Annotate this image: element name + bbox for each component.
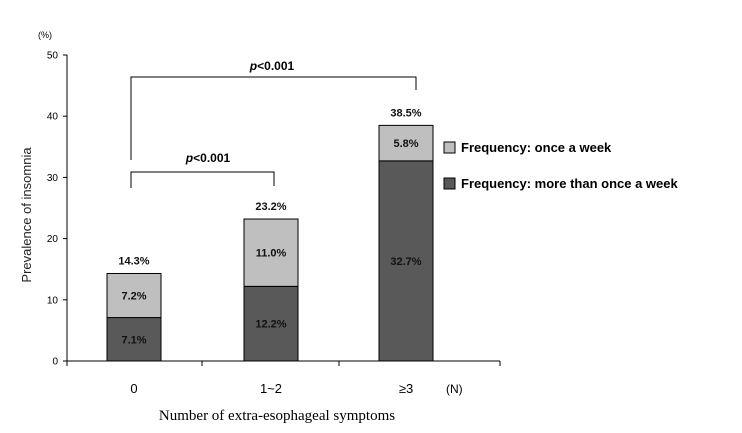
bars: 7.1% 7.2% 14.3% 12.2% 11.0% 23.2% 32.7% 5.8% 38.… [106, 107, 434, 362]
y-tick-label: 10 [47, 295, 59, 306]
legend: Frequency: once a week Frequency: more th… [443, 140, 679, 191]
bar-segment-label: 32.7% [390, 256, 421, 268]
p-threshold: <0.001 [257, 59, 294, 73]
significance-bracket [130, 76, 417, 160]
x-tick-label: 0 [130, 381, 137, 396]
y-axis-unit: (%) [38, 30, 52, 40]
bar-segment-once [106, 272, 162, 319]
x-axis-unit: (N) [446, 382, 463, 396]
legend-swatch [443, 141, 456, 154]
bar-total-label: 14.3% [118, 255, 149, 267]
x-tick-label: 1~2 [260, 381, 282, 396]
legend-label: Frequency: more than once a week [461, 176, 679, 191]
y-tick-label: 40 [47, 112, 59, 123]
legend-swatch [443, 177, 456, 190]
p-symbol: p [185, 151, 193, 165]
y-tick-label: 30 [47, 173, 59, 184]
bar-segment-once [378, 124, 434, 162]
bar-total-label: 38.5% [390, 107, 421, 119]
bar-segment-once [243, 218, 299, 287]
p-value-label: p<0.001 [249, 59, 295, 73]
bar-segment-more-than-once [243, 285, 299, 362]
y-tick-label: 20 [47, 234, 59, 245]
y-axis-label: Prevalence of insomnia [19, 147, 34, 283]
x-tick-label: ≥3 [399, 381, 413, 396]
bar-total-label: 23.2% [255, 201, 286, 213]
bar-segment-label: 7.2% [121, 291, 146, 303]
legend-label: Frequency: once a week [461, 140, 612, 155]
y-tick-label: 50 [47, 51, 59, 62]
x-axis-label: Number of extra-esophageal symptoms [159, 408, 395, 424]
bar-segment-label: 7.1% [121, 334, 146, 346]
y-tick-label: 0 [52, 357, 58, 368]
significance-bracket [130, 171, 275, 188]
p-symbol: p [249, 59, 257, 73]
p-value-label: p<0.001 [185, 151, 231, 165]
p-threshold: <0.001 [193, 151, 230, 165]
bar-segment-label: 11.0% [256, 248, 287, 260]
bar-segment-label: 5.8% [393, 138, 418, 150]
bar-segment-label: 12.2% [255, 319, 286, 331]
